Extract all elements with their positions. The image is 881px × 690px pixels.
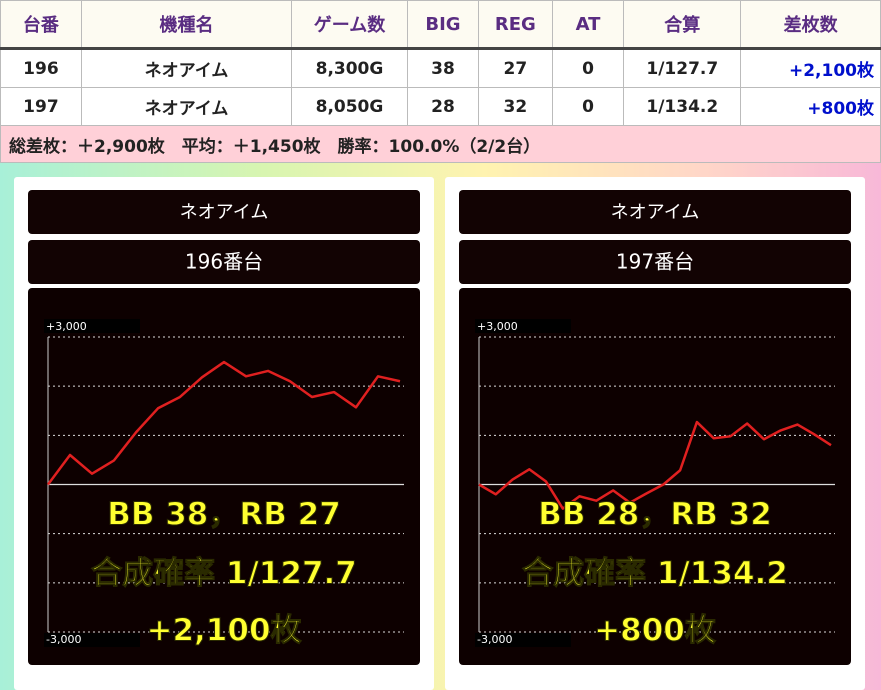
annotation: 合成確率 1/127.7 [91, 556, 357, 592]
table-cell: ネオアイム [80, 87, 293, 126]
title-bar [28, 190, 420, 234]
annotation: 合成確率 1/134.2 [522, 556, 788, 592]
title-bar [459, 190, 851, 234]
column-header: 差枚数 [740, 0, 881, 50]
y-tick-label: +3,000 [477, 320, 518, 333]
tick-label-bg [44, 319, 140, 333]
column-header: BIG [406, 0, 480, 50]
annotation: +800枚 [594, 613, 716, 649]
column-header: 機種名 [80, 0, 293, 50]
data-line [478, 420, 832, 510]
table-cell: 1/127.7 [623, 48, 742, 88]
chart-panel [14, 177, 434, 690]
plot-area [28, 288, 420, 665]
column-header: 台番 [0, 0, 82, 50]
table-cell: 8,050G [291, 87, 408, 126]
column-header: ゲーム数 [291, 0, 408, 50]
tick-label-bg [44, 633, 140, 647]
table-cell: 0 [551, 87, 625, 126]
table-cell: 196 [0, 48, 82, 88]
summary-row: 総差枚：＋2,900枚 平均：＋1,450枚 勝率：100.0%（2/2台） [0, 125, 881, 163]
y-tick-label: +3,000 [46, 320, 87, 333]
chart-title: ネオアイム [611, 202, 700, 223]
header-row: 台番 機種名 ゲーム数 BIG REG AT 合算 差枚数 [0, 0, 881, 50]
chart-subtitle: 196番台 [185, 250, 263, 274]
chart-subtitle: 197番台 [616, 250, 694, 274]
table-cell: ネオアイム [80, 48, 293, 88]
table-body: 196 ネオアイム 8,300G 38 27 0 1/127.7 +2,100枚 197 ネオアイ… [0, 48, 881, 163]
annotation: BB 38，RB 27 [107, 497, 341, 533]
table-cell: 38 [406, 48, 480, 88]
data-line [46, 360, 401, 486]
chart-panel [445, 177, 865, 690]
table-cell: 28 [406, 87, 480, 126]
chart-title: ネオアイム [180, 202, 269, 223]
column-header: AT [551, 0, 625, 50]
table-cell: 8,300G [291, 48, 408, 88]
table-row: 196 ネオアイム 8,300G 38 27 0 1/127.7 +2,100枚 [0, 48, 881, 88]
column-header: 合算 [623, 0, 742, 50]
table-cell: 27 [478, 48, 553, 88]
table-row: 197 ネオアイム 8,050G 28 32 0 1/134.2 +800枚 [0, 87, 881, 126]
column-header: REG [478, 0, 553, 50]
tick-label-bg [475, 633, 571, 647]
result-table: 台番 機種名 ゲーム数 BIG REG AT 合算 差枚数 196 ネオアイム 8,300G 38 2… [0, 0, 881, 163]
plot-area [459, 288, 851, 665]
annotation: BB 28，RB 32 [538, 497, 772, 533]
table-cell: 0 [551, 48, 625, 88]
table-cell: 1/134.2 [623, 87, 742, 126]
subtitle-bar [28, 240, 420, 284]
annotation: +2,100枚 [146, 613, 301, 649]
summary: 総差枚：＋2,900枚 平均：＋1,450枚 勝率：100.0%（2/2台） [0, 125, 881, 163]
y-tick-label: -3,000 [477, 633, 512, 646]
table-cell: 197 [0, 87, 82, 126]
table-cell: +2,100枚 [740, 48, 881, 88]
table-cell: +800枚 [740, 87, 881, 126]
table-cell: 32 [478, 87, 553, 126]
tick-label-bg [475, 319, 571, 333]
subtitle-bar [459, 240, 851, 284]
y-tick-label: -3,000 [46, 633, 81, 646]
